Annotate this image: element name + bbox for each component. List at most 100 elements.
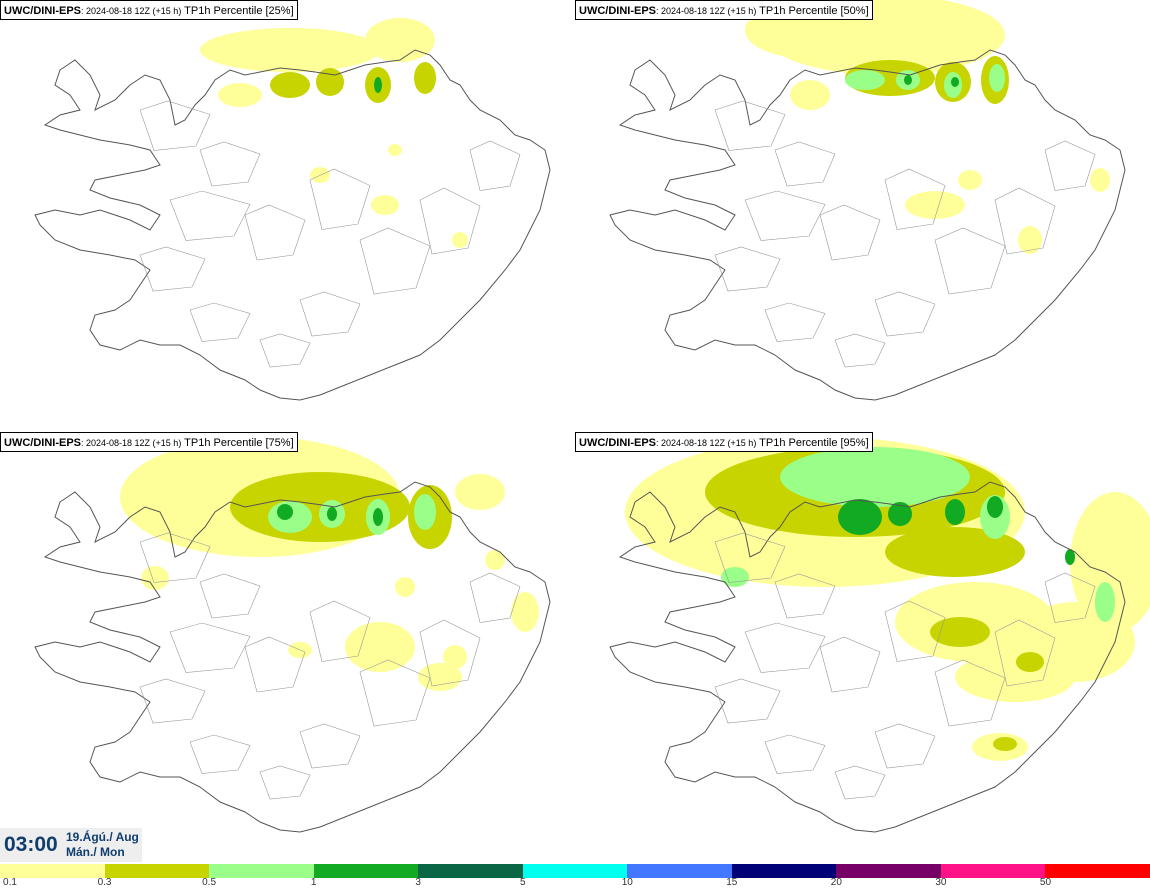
region-boundary-1 <box>774 573 836 619</box>
legend-color-swatch <box>418 864 524 878</box>
map-svg-p75 <box>34 437 551 833</box>
region-boundary-0 <box>714 100 786 151</box>
precip-area-11 <box>1095 582 1115 622</box>
region-boundary-3 <box>714 678 781 724</box>
legend-color-swatch <box>1045 864 1150 878</box>
legend-tick-label: 1 <box>310 877 317 888</box>
region-boundary-9 <box>1044 572 1096 623</box>
region-boundary-7 <box>874 723 936 769</box>
map-svg-p95 <box>609 437 1150 833</box>
region-boundary-9 <box>469 140 521 191</box>
precip-layer-p25 <box>200 18 468 248</box>
valid-date-line1: 19.Ágú./ Aug <box>66 830 139 844</box>
valid-time-date: 19.Ágú./ Aug Mán./ Mon <box>66 830 139 860</box>
color-legend: 0.1 0.3 0.5 1 3 5 10 15 20 30 50 <box>0 862 1150 891</box>
precip-area-14 <box>418 663 462 691</box>
iceland-outline-p50 <box>609 49 1126 401</box>
precip-area-16 <box>395 577 415 597</box>
region-boundary-7 <box>299 723 361 769</box>
region-boundary-1 <box>774 141 836 187</box>
precip-area-8 <box>371 195 399 215</box>
legend-color-swatch <box>522 864 629 878</box>
legend-color-swatch <box>627 864 733 878</box>
region-boundary-3 <box>139 246 206 292</box>
precip-area-3 <box>270 72 310 98</box>
region-boundary-6 <box>359 659 431 727</box>
region-boundary-8 <box>994 619 1056 687</box>
coastline <box>34 49 551 401</box>
precip-area-19 <box>993 737 1017 751</box>
map-svg-p50 <box>609 0 1126 401</box>
precip-area-9 <box>277 504 293 520</box>
region-boundary-1 <box>199 573 261 619</box>
legend-tick-label: 3 <box>415 877 421 888</box>
region-boundary-11 <box>834 765 886 800</box>
region-boundary-10 <box>764 302 826 342</box>
legend-color-swatch <box>313 864 420 878</box>
precip-area-12 <box>345 622 415 672</box>
region-boundary-6 <box>934 659 1006 727</box>
region-boundary-0 <box>139 100 211 151</box>
region-boundary-10 <box>189 734 251 774</box>
precip-area-11 <box>373 508 383 526</box>
precip-area-17 <box>930 617 990 647</box>
region-boundary-4 <box>244 204 306 261</box>
precip-area-6 <box>414 62 436 94</box>
precip-area-2 <box>218 83 262 107</box>
panel-title-p75: UWC/DINI-EPS: 2024-08-18 12Z (+15 h) TP1… <box>0 432 298 452</box>
precip-area-8 <box>414 494 436 530</box>
precip-area-13 <box>958 170 982 190</box>
precip-area-10 <box>721 567 749 587</box>
region-boundary-11 <box>259 333 311 368</box>
region-boundary-8 <box>994 187 1056 255</box>
region-boundary-2 <box>744 622 826 673</box>
precip-area-16 <box>1065 549 1075 565</box>
region-boundary-3 <box>139 678 206 724</box>
precip-area-15 <box>511 592 539 632</box>
iceland-outline-p25 <box>34 49 551 401</box>
region-boundary-7 <box>299 291 361 337</box>
region-boundary-10 <box>764 734 826 774</box>
precip-area-10 <box>904 75 912 85</box>
legend-color-swatch <box>209 864 315 878</box>
region-boundary-9 <box>469 572 521 623</box>
precip-layer-p50 <box>745 0 1110 254</box>
region-boundary-4 <box>244 636 306 693</box>
precip-area-10 <box>327 507 337 521</box>
panel-title-p25: UWC/DINI-EPS: 2024-08-18 12Z (+15 h) TP1… <box>0 0 298 20</box>
region-boundary-4 <box>819 636 881 693</box>
legend-tick-label: 0.1 <box>3 877 17 888</box>
region-boundary-5 <box>309 168 371 230</box>
region-boundary-6 <box>359 227 431 295</box>
legend-tick-label: 50 <box>1039 877 1052 888</box>
precip-area-14 <box>1018 226 1042 254</box>
region-boundary-1 <box>199 141 261 187</box>
legend-color-swatch <box>0 864 106 878</box>
legend-tick-label: 5 <box>519 877 526 888</box>
coastline <box>609 49 1126 401</box>
legend-color-swatch <box>104 864 211 878</box>
region-boundary-8 <box>419 619 481 687</box>
legend-tick-label: 20 <box>830 877 842 888</box>
region-boundary-0 <box>714 532 786 583</box>
precip-area-1 <box>1070 492 1150 632</box>
valid-time-box: 03:00 19.Ágú./ Aug Mán./ Mon <box>0 828 142 862</box>
precip-layer-p75 <box>120 437 539 691</box>
legend-tick-label: 0.3 <box>97 877 112 888</box>
precip-area-11 <box>951 77 959 87</box>
legend-tick-label: 0.5 <box>202 877 217 888</box>
precip-area-7 <box>885 527 1025 577</box>
region-boundary-7 <box>874 291 936 337</box>
precip-area-13 <box>888 502 912 526</box>
valid-date-line2: Mán./ Mon <box>66 845 125 859</box>
region-boundary-2 <box>169 190 251 241</box>
precip-layer-p95 <box>625 437 1150 761</box>
precip-area-2 <box>141 566 169 590</box>
region-boundary-10 <box>189 302 251 342</box>
legend-color-swatch <box>731 864 838 878</box>
region-boundary-9 <box>1044 140 1096 191</box>
precip-area-14 <box>945 499 965 525</box>
precip-area-0 <box>200 28 380 72</box>
region-boundary-5 <box>309 600 371 662</box>
iceland-outline-p75 <box>34 481 551 833</box>
